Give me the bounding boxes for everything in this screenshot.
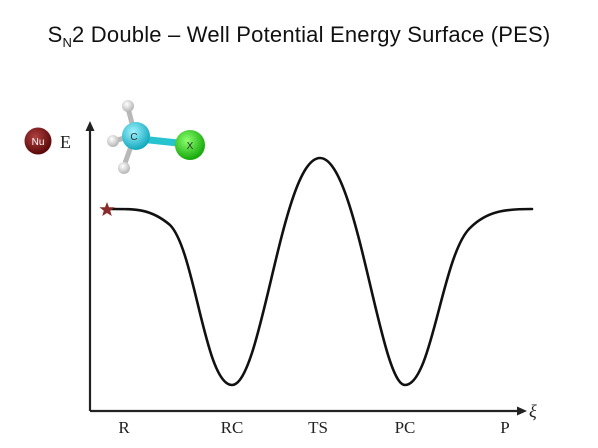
x-tick-label-r: R (118, 418, 130, 437)
x-tick-label-rc: RC (221, 418, 244, 437)
x-tick-label-pc: PC (395, 418, 416, 437)
x-axis-label: ξ (529, 401, 537, 421)
carbon-label: C (130, 132, 137, 143)
y-axis-label: E (60, 132, 71, 152)
title-suffix: 2 Double – Well Potential Energy Surface… (72, 22, 551, 47)
page-title: SN2 Double – Well Potential Energy Surfa… (0, 22, 598, 50)
nucleophile-ball (24, 127, 52, 155)
nucleophile-atom: Nu (24, 127, 52, 155)
title-prefix: S (47, 22, 63, 47)
x-axis-arrow (517, 406, 527, 416)
energy-curve (105, 156, 534, 387)
hydrogen-atom-top (122, 100, 134, 112)
title-subscript: N (62, 35, 73, 50)
star-icon (99, 202, 115, 216)
y-axis-arrow (85, 121, 95, 131)
leaving-group-label: X (187, 141, 194, 152)
x-tick-label-ts: TS (308, 418, 328, 437)
carbon-atom (122, 122, 150, 150)
molecule: C X (107, 100, 205, 174)
x-tick-label-p: P (500, 418, 509, 437)
leaving-group-atom (175, 130, 205, 160)
hydrogen-atom-bottom (118, 162, 130, 174)
hydrogen-atom-left (107, 135, 119, 147)
nucleophile-label: Nu (32, 137, 45, 148)
